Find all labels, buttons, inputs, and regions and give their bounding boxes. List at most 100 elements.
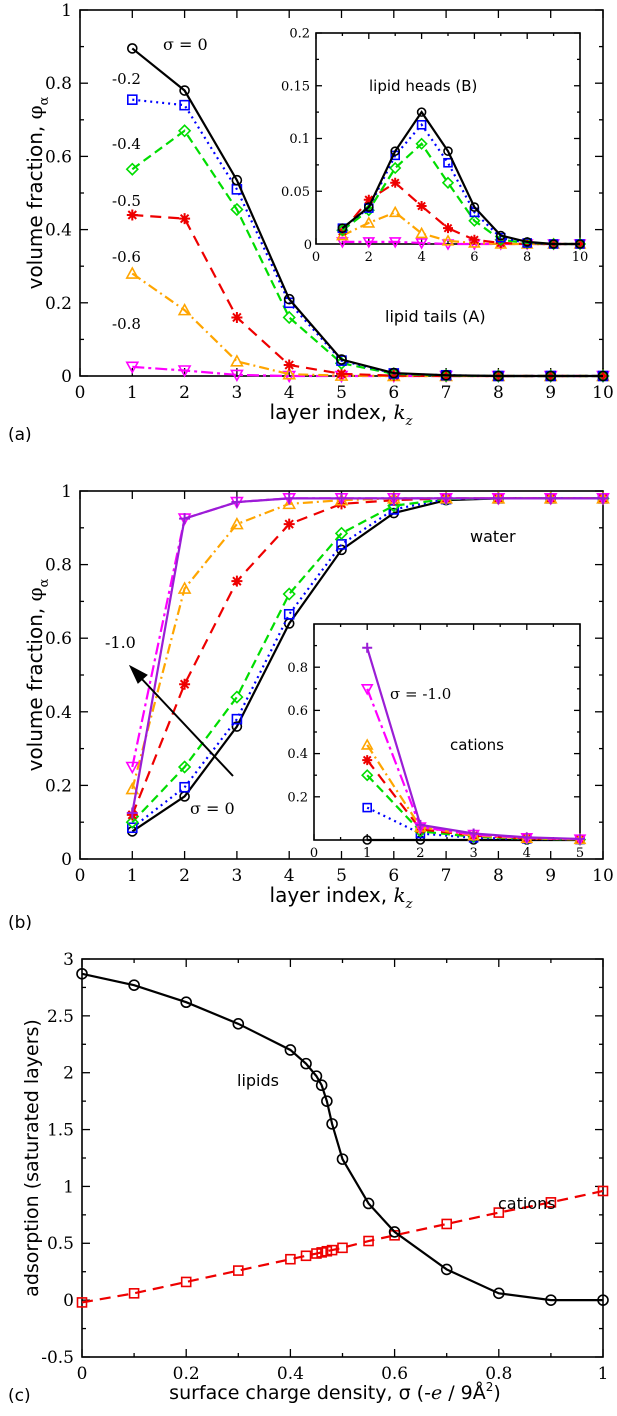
a-series-0-point <box>336 354 347 365</box>
b-inset-series-1-point <box>362 802 373 813</box>
b-series-6-point-stroke <box>440 492 452 504</box>
a-inset-x-tick-label: 2 <box>365 250 373 265</box>
a-inset-x-tick-label: 8 <box>523 250 531 265</box>
c-series-lipids-point <box>232 1018 245 1030</box>
a-x-tick-label: 10 <box>592 383 614 403</box>
b-x-tick-label: 1 <box>127 866 138 886</box>
c-x-tick-label: 0.4 <box>277 1364 304 1384</box>
a-series-0-point <box>493 370 504 382</box>
a-inset-x-tick-label: 10 <box>572 250 589 265</box>
b-x-tick-label: 6 <box>388 866 399 886</box>
a-inset-series-2-point <box>441 176 455 189</box>
a-annotation-tails: lipid tails (A) <box>385 307 486 326</box>
a-x-tick-label: 7 <box>441 383 452 403</box>
c-x-label-part-2: / 9Å <box>442 1381 486 1404</box>
b-x-tick-label: 2 <box>179 866 190 886</box>
c-y-tick-label: 1.5 <box>47 1121 74 1141</box>
b-inset-annotation-sigma: σ = -1.0 <box>390 685 451 703</box>
a-series-3-point-stroke <box>126 209 138 221</box>
b-series-3-point-stroke <box>179 678 191 690</box>
a-y-label-sub: α <box>37 96 52 105</box>
b-inset-series-6-point-stroke <box>575 833 585 844</box>
b-series-3-point <box>231 575 243 587</box>
c-series-cations-point <box>493 1207 505 1218</box>
a-inset-annotation: lipid heads (B) <box>369 77 477 95</box>
b-series-3-point <box>179 678 191 690</box>
c-series-cations-point <box>233 1265 244 1276</box>
b-series-6-point-stroke <box>545 492 557 504</box>
a-annotation: -0.4 <box>112 135 141 153</box>
b-inset-x-tick-label: 1 <box>363 846 371 861</box>
b-inset-y-tick-label: 0.8 <box>287 661 308 676</box>
b-series-1-point <box>127 822 138 834</box>
b-arrow-shaft <box>139 676 234 777</box>
a-series-4-point <box>230 354 244 367</box>
b-inset-x-tick-label: 3 <box>469 846 477 861</box>
b-series-3-line <box>131 497 603 816</box>
a-series-5-point <box>177 365 192 378</box>
a-series-4-point <box>334 368 349 381</box>
b-x-tick-label: 3 <box>231 866 242 886</box>
a-inset-series-3-point-stroke <box>443 223 453 234</box>
a-inset-series-5-line <box>342 240 580 246</box>
c-y-tick-label: 0 <box>63 1291 74 1311</box>
c-y-tick-label: 3 <box>63 950 74 970</box>
b-x-label-part-0: layer index, <box>270 883 394 907</box>
b-inset-annotation: cations <box>450 736 504 754</box>
c-y-tick-label: 2 <box>63 1064 74 1084</box>
a-series-3-point <box>179 213 191 225</box>
a-x-tick-label: 5 <box>336 383 347 403</box>
a-inset-y-zero: 0 <box>304 238 312 253</box>
c-x-label-part-4: ) <box>493 1382 500 1404</box>
a-x-tick-label: 0 <box>75 383 86 403</box>
a-inset-series-2-point <box>389 161 402 175</box>
a-inset-series-0-point <box>522 237 533 247</box>
b-annotation-arrow-label: -1.0 <box>105 633 136 652</box>
b-annotation-sigma0: σ = 0 <box>190 799 235 818</box>
a-series-4-point <box>282 367 297 380</box>
a-series-5-point <box>282 370 297 384</box>
a-inset-series-3-point-stroke <box>390 177 401 188</box>
a-inset-x-tick-label: 4 <box>417 250 425 265</box>
a-inset-x-tick-label: 0 <box>312 250 320 265</box>
b-x-tick-label: 7 <box>441 866 452 886</box>
c-series-lipids-point <box>284 1044 297 1056</box>
a-series-3-point-stroke <box>388 370 400 382</box>
b-inset-series-6-point-stroke <box>468 828 479 839</box>
a-annotation-sigma0: σ = 0 <box>163 35 208 54</box>
a-x-tick-label: 1 <box>127 383 138 403</box>
a-series-3-point <box>231 311 243 323</box>
a-y-label-var: φ <box>23 105 47 119</box>
a-x-tick-label: 2 <box>179 383 190 403</box>
b-series-2-point <box>282 587 296 601</box>
b-series-1-point <box>179 781 190 793</box>
b-y-tick-label: 1 <box>61 482 72 502</box>
panel-label: (b) <box>8 913 32 933</box>
a-x-tick-label: 3 <box>231 383 242 403</box>
a-inset-series-0-point <box>337 223 348 233</box>
a-inset-series-0-point <box>390 146 401 156</box>
c-x-axis-label: surface charge density, σ (-e / 9Å2) <box>169 1380 501 1404</box>
a-inset-series-1-point <box>443 157 453 168</box>
b-x-tick-label: 8 <box>493 866 504 886</box>
c-series-cations-point <box>300 1250 312 1262</box>
c-series-cations-point <box>76 1297 88 1308</box>
a-inset-series-0-point <box>575 239 585 249</box>
a-inset-series-2-point <box>415 137 428 150</box>
a-inset-plot-frame <box>315 32 581 245</box>
a-inset-series-4-point <box>362 216 376 228</box>
b-x-tick-label: 10 <box>592 866 614 886</box>
c-y-tick-label: 1 <box>63 1177 74 1197</box>
c-series-lipids-point <box>326 1118 338 1130</box>
a-inset-y-tick-label: 0.05 <box>281 185 310 200</box>
b-y-label-part-1: φ <box>23 587 47 601</box>
c-series-cations-point <box>180 1276 192 1288</box>
a-inset-series-3-point-stroke <box>495 237 506 248</box>
c-series-lipids-point <box>300 1057 312 1070</box>
c-x-tick-label: 0.6 <box>381 1364 408 1384</box>
b-arrow-head <box>128 664 148 684</box>
a-inset-series-3-point-stroke <box>363 194 374 205</box>
a-series-3-point <box>388 370 400 382</box>
b-series-6-point <box>440 492 452 504</box>
